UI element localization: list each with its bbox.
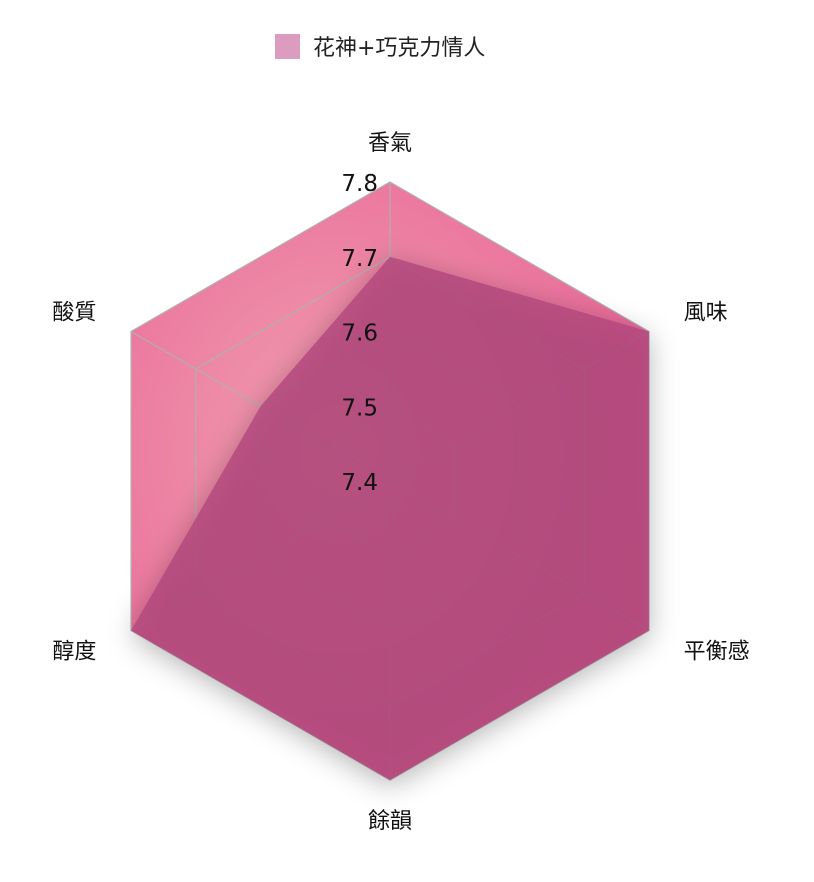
legend-swatch[interactable] (275, 34, 300, 59)
tick-label: 7.7 (341, 246, 378, 272)
tick-label: 7.8 (341, 171, 378, 197)
tick-label: 7.4 (341, 470, 378, 496)
tick-label: 7.6 (341, 321, 378, 347)
legend[interactable]: 花神+巧克力情人 (275, 34, 485, 61)
indicator-label: 酸質 (52, 301, 96, 326)
indicator-label: 風味 (684, 301, 728, 326)
legend-label[interactable]: 花神+巧克力情人 (313, 36, 485, 61)
indicator-label: 餘韻 (368, 809, 412, 834)
indicator-label: 醇度 (52, 640, 96, 665)
indicator-label: 香氣 (368, 131, 412, 156)
tick-label: 7.5 (341, 395, 378, 421)
indicator-label: 平衡感 (684, 640, 750, 665)
